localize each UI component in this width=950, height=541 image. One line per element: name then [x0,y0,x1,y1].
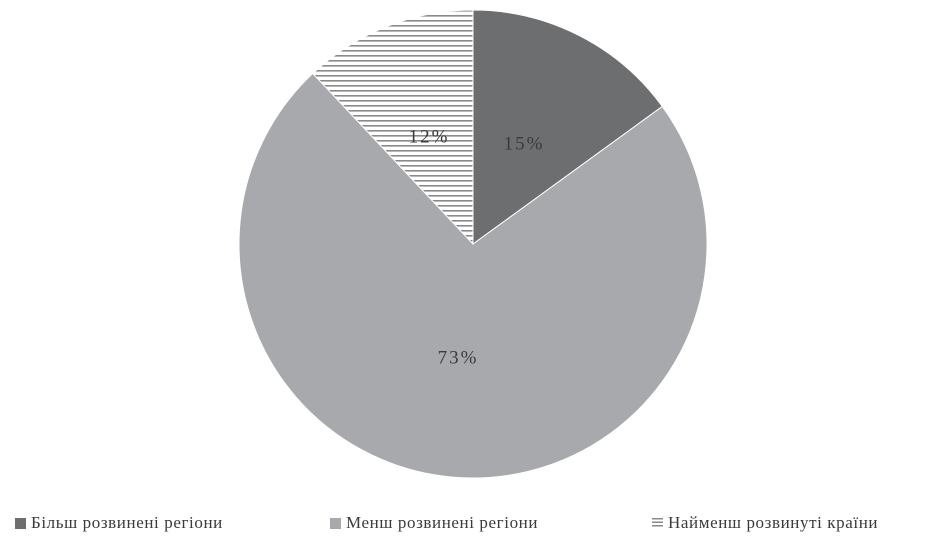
pie-slices [238,9,708,479]
pie-slice-least-developed [312,9,474,246]
pie-slice-less-developed [238,72,708,479]
legend-label-less-developed: Менш розвинені регіони [346,513,539,532]
legend-swatch-less-developed [330,517,341,529]
data-label-more-developed: 15% [504,133,545,154]
pie-slice-more-developed [472,9,664,245]
legend-item-least-developed: Найменш розвинуті країни [652,513,878,533]
legend-item-more-developed: Більш розвинені регіони [15,513,223,533]
data-label-less-developed: 73% [438,347,479,368]
legend-label-more-developed: Більш розвинені регіони [31,513,223,532]
legend-item-less-developed: Менш розвинені регіони [330,513,538,533]
data-label-least-developed: 12% [409,126,450,147]
legend-swatch-more-developed [15,517,26,529]
legend-swatch-least-developed [652,517,663,529]
chart-legend: Більш розвинені регіони Менш розвинені р… [0,513,950,537]
legend-label-least-developed: Найменш розвинуті країни [668,513,879,532]
pie-data-labels: 15% 73% 12% [409,126,545,368]
